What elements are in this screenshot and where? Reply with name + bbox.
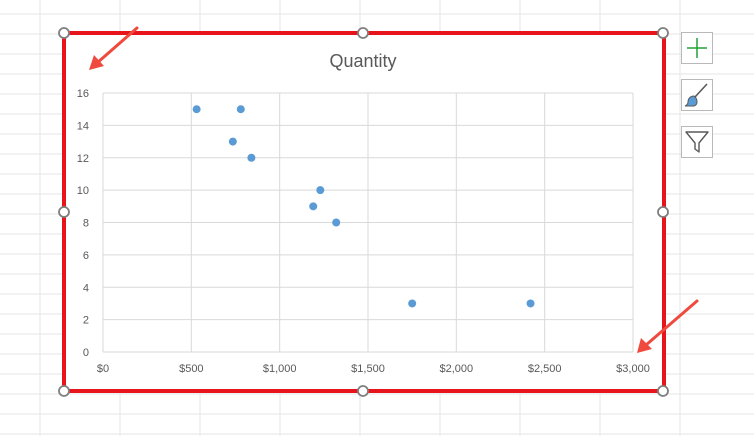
x-tick-label: $500 [179, 363, 203, 375]
annotation-arrow-top-left [89, 26, 139, 70]
resize-handle-top-right[interactable] [657, 27, 669, 39]
plot-gridlines [102, 92, 634, 353]
data-point[interactable] [526, 299, 535, 308]
y-tick-label: 16 [77, 88, 89, 100]
y-tick-label: 8 [83, 218, 89, 230]
data-point[interactable] [192, 105, 201, 114]
resize-handle-top-center[interactable] [357, 27, 369, 39]
paintbrush-icon [684, 83, 708, 107]
chart-styles-button[interactable] [681, 79, 713, 111]
annotation-arrow-bottom-right [637, 299, 699, 353]
y-tick-label: 0 [83, 347, 89, 359]
funnel-icon [685, 131, 709, 153]
chart-elements-button[interactable] [681, 32, 713, 64]
x-tick-label: $1,000 [263, 363, 297, 375]
resize-handles [58, 27, 669, 397]
y-tick-label: 12 [77, 153, 89, 165]
resize-handle-top-left[interactable] [58, 27, 70, 39]
data-point[interactable] [316, 186, 325, 195]
y-tick-label: 4 [83, 282, 89, 294]
y-tick-label: 14 [77, 120, 89, 132]
x-tick-label: $1,500 [351, 363, 385, 375]
data-point[interactable] [332, 218, 341, 227]
data-point[interactable] [309, 202, 318, 211]
plus-icon [687, 38, 707, 58]
data-point[interactable] [408, 299, 417, 308]
x-tick-label: $3,000 [616, 363, 650, 375]
x-tick-label: $2,500 [528, 363, 562, 375]
data-point[interactable] [247, 153, 256, 162]
y-tick-label: 6 [83, 250, 89, 262]
axis-labels: 0 2 4 6 8 10 12 14 16 $0 $500 $1,000 $1,500 $2,000 $2,… [77, 88, 650, 375]
resize-handle-bottom-right[interactable] [657, 385, 669, 397]
data-point[interactable] [228, 137, 237, 146]
x-tick-label: $0 [97, 363, 109, 375]
chart-title[interactable]: Quantity [329, 51, 396, 71]
y-tick-label: 2 [83, 315, 89, 327]
y-tick-label: 10 [77, 185, 89, 197]
resize-handle-bottom-center[interactable] [357, 385, 369, 397]
x-tick-label: $2,000 [440, 363, 474, 375]
data-points[interactable] [192, 105, 535, 308]
resize-handle-middle-left[interactable] [58, 206, 70, 218]
chart-area[interactable] [64, 33, 664, 391]
data-point[interactable] [236, 105, 245, 114]
resize-handle-bottom-left[interactable] [58, 385, 70, 397]
chart-filters-button[interactable] [681, 126, 713, 158]
resize-handle-middle-right[interactable] [657, 206, 669, 218]
